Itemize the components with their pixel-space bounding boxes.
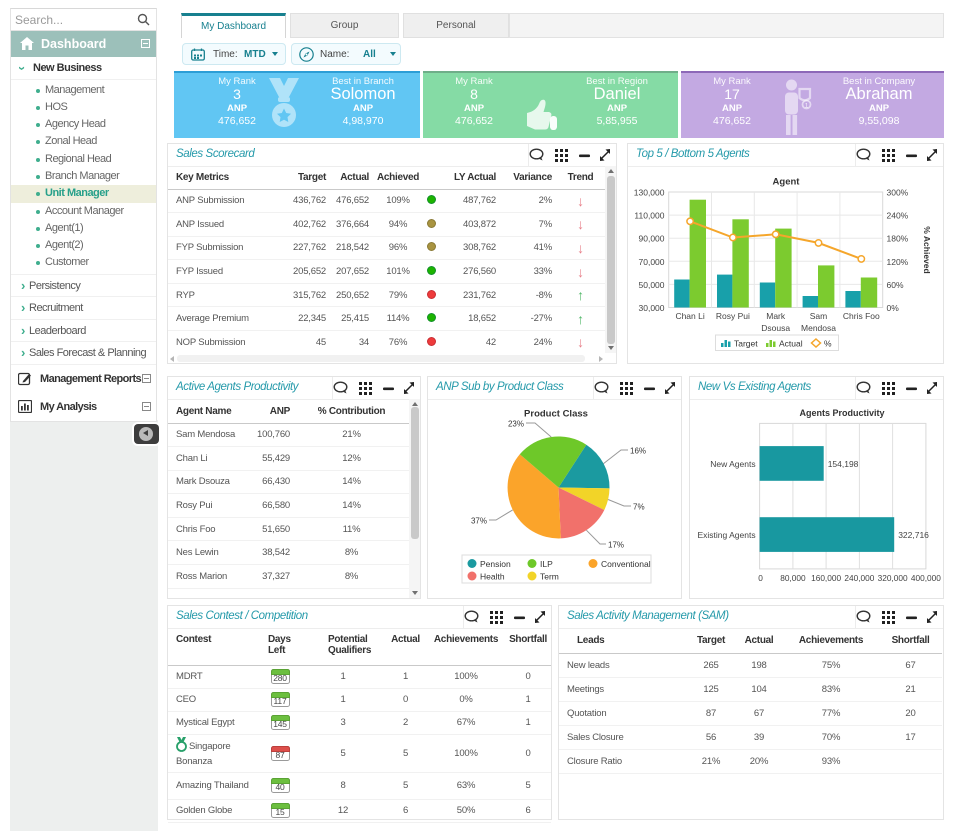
svg-text:400,000: 400,000 [911,573,941,583]
svg-text:30,000: 30,000 [639,303,665,313]
svg-text:37%: 37% [471,517,487,526]
svg-text:Pension: Pension [480,559,511,569]
svg-text:130,000: 130,000 [634,188,665,198]
svg-text:154,198: 154,198 [828,459,859,469]
svg-text:0%: 0% [887,303,900,313]
svg-text:120%: 120% [887,257,909,267]
svg-text:Term: Term [540,572,559,582]
svg-text:320,000: 320,000 [878,573,908,583]
svg-text:Sam: Sam [810,311,827,321]
svg-text:240,000: 240,000 [844,573,874,583]
svg-text:1: 1 [805,102,809,109]
svg-text:Actual: Actual [779,339,803,349]
svg-text:Conventional: Conventional [601,559,651,569]
svg-text:7%: 7% [633,503,645,512]
svg-text:Agent: Agent [773,177,801,188]
svg-text:240%: 240% [887,211,909,221]
svg-text:Mendosa: Mendosa [801,323,836,333]
svg-text:50,000: 50,000 [639,280,665,290]
svg-text:0: 0 [758,573,763,583]
svg-text:Target: Target [734,339,758,349]
svg-text:Rosy Pui: Rosy Pui [716,311,750,321]
svg-text:110,000: 110,000 [634,211,664,221]
svg-text:300%: 300% [887,188,909,198]
svg-text:Mark: Mark [766,311,786,321]
svg-text:Health: Health [480,572,505,582]
svg-text:160,000: 160,000 [811,573,841,583]
svg-text:16%: 16% [630,447,646,456]
svg-text:Chan Li: Chan Li [675,311,704,321]
svg-text:ILP: ILP [540,559,553,569]
svg-text:17%: 17% [608,541,624,550]
svg-text:Agents Productivity: Agents Productivity [799,408,884,418]
svg-text:Dsousa: Dsousa [761,323,790,333]
svg-text:Existing Agents: Existing Agents [697,530,755,540]
svg-text:23%: 23% [508,420,524,429]
svg-text:80,000: 80,000 [780,573,806,583]
svg-text:Chris Foo: Chris Foo [843,311,880,321]
svg-text:% Achieved: % Achieved [922,226,932,273]
svg-text:Product Class: Product Class [524,409,588,420]
svg-text:60%: 60% [887,280,904,290]
svg-text:180%: 180% [887,234,909,244]
svg-text:90,000: 90,000 [639,234,665,244]
svg-text:70,000: 70,000 [639,257,665,267]
svg-text:%: % [824,339,832,349]
svg-text:322,716: 322,716 [898,530,929,540]
svg-text:New Agents: New Agents [710,459,755,469]
